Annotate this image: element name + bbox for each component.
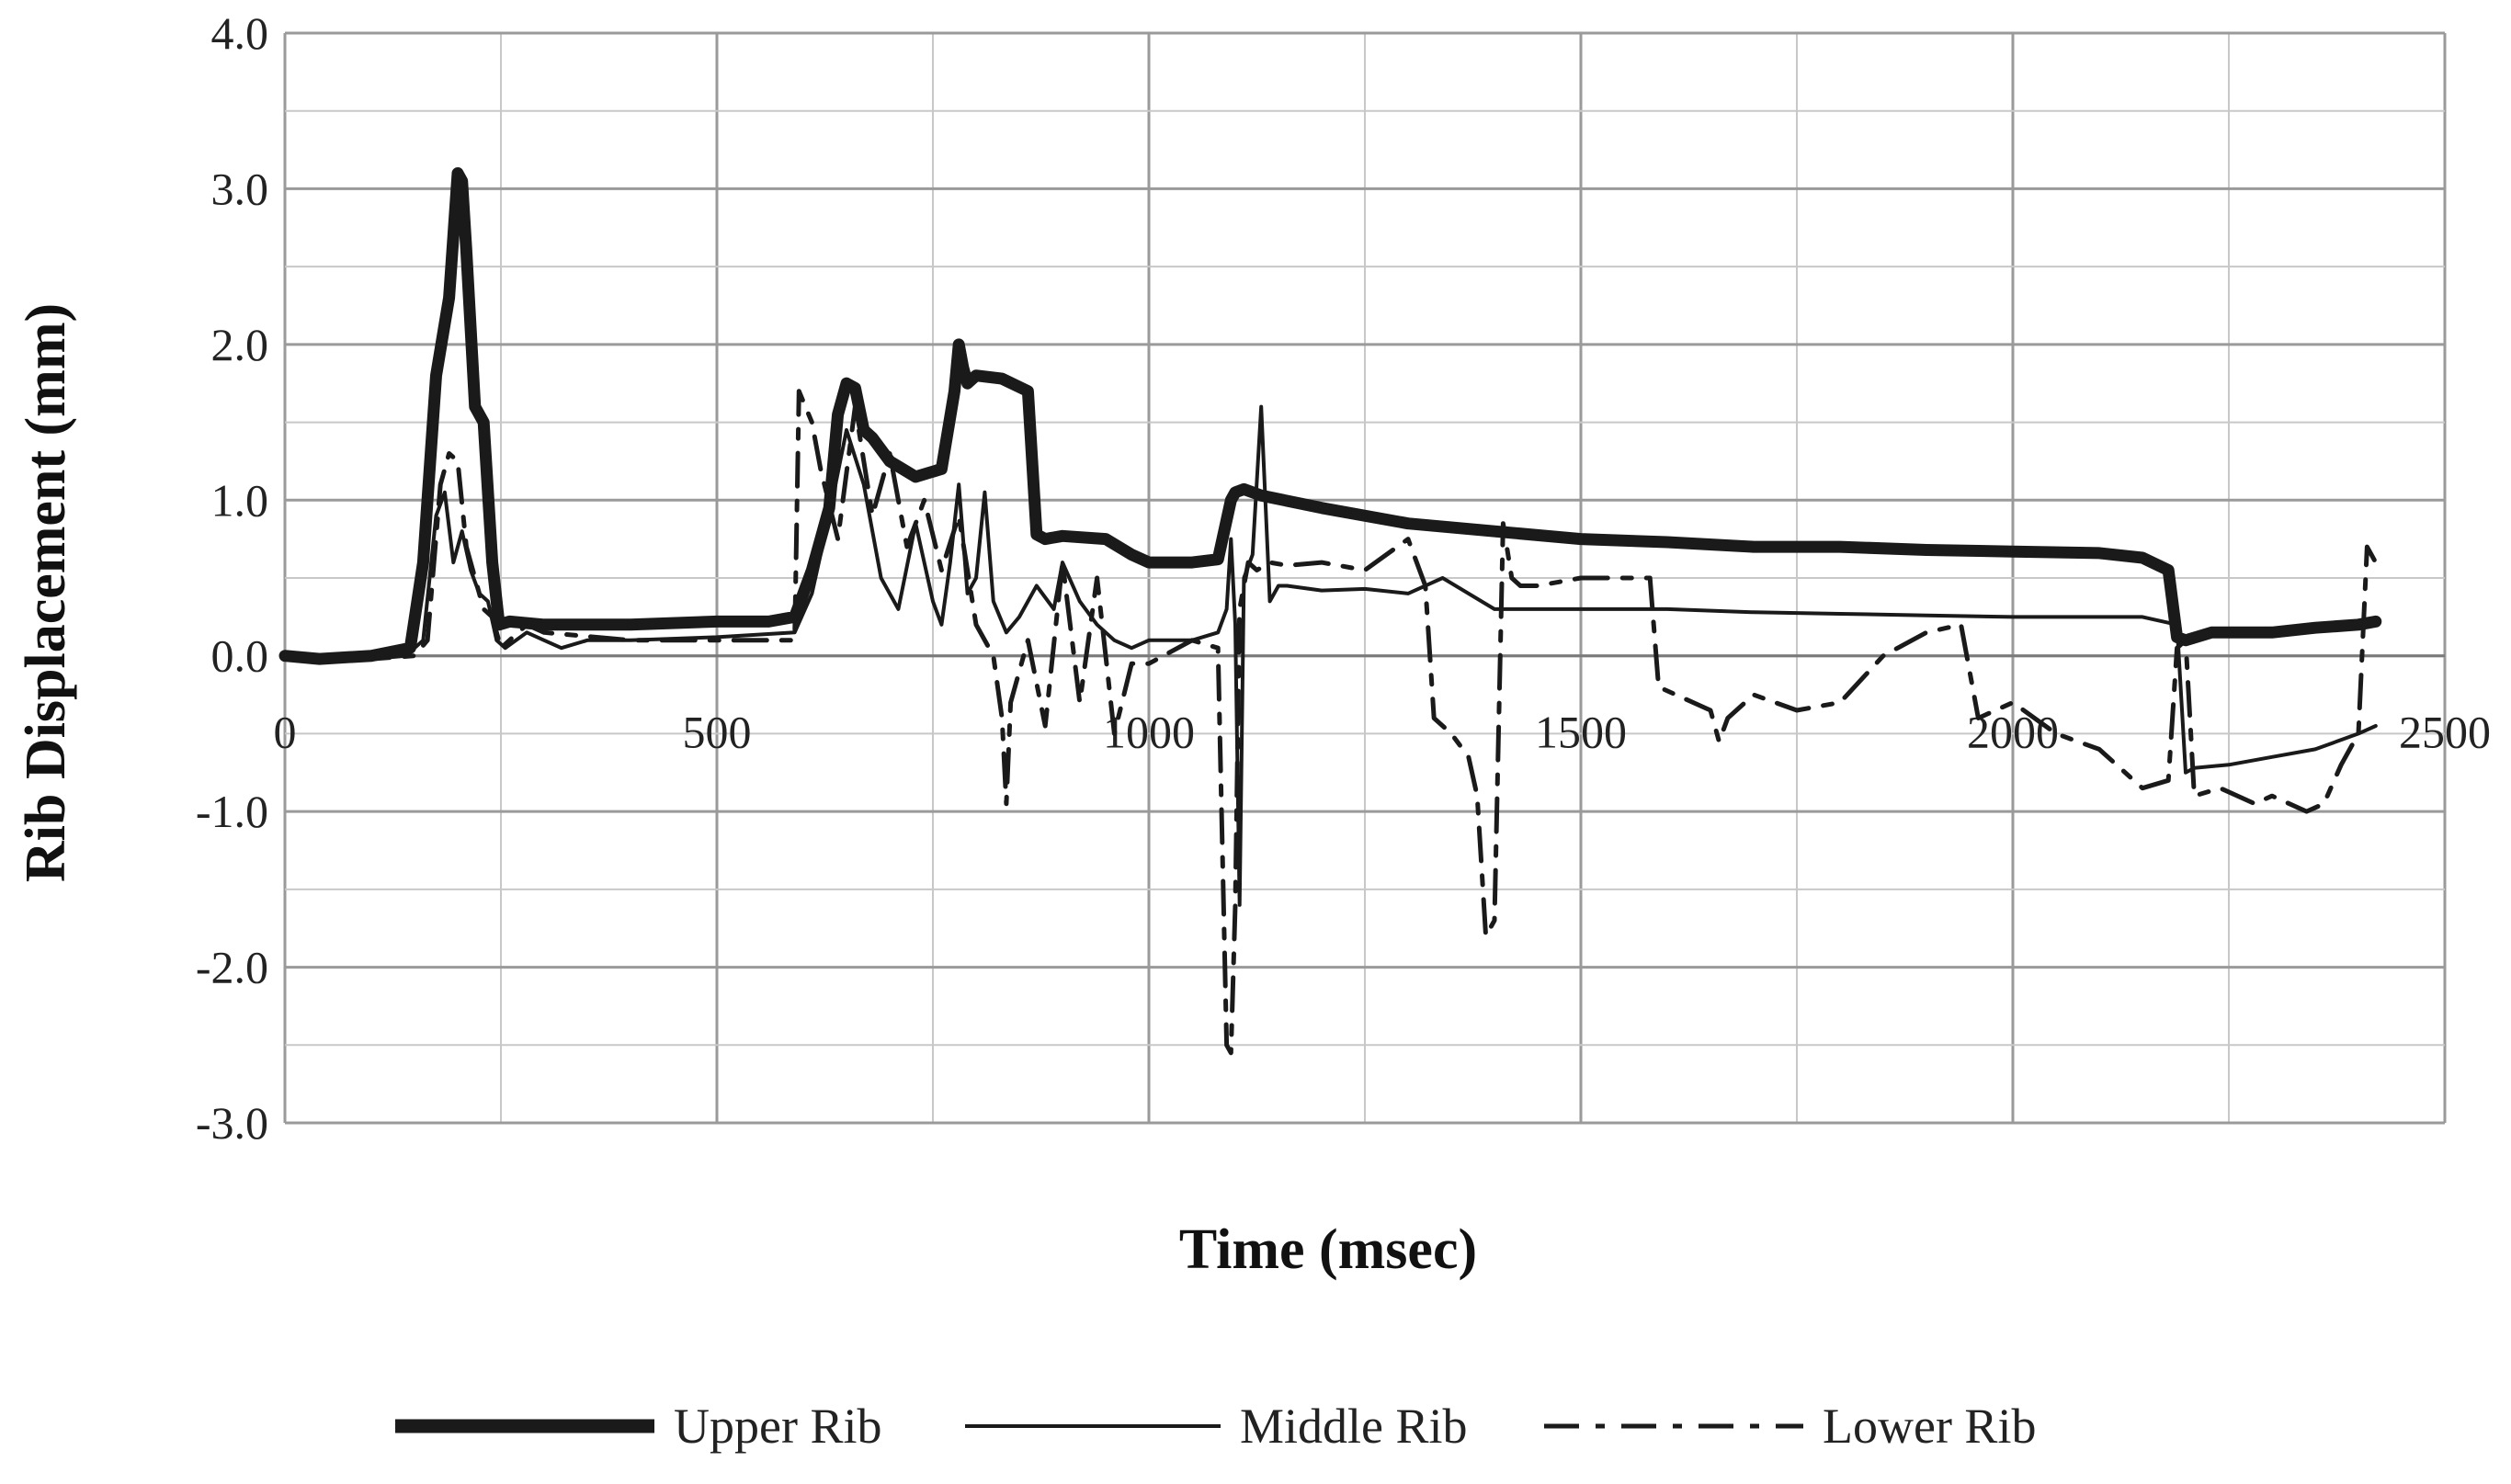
y-tick-label: -3.0	[196, 1097, 268, 1149]
x-axis-title: Time (msec)	[1179, 1218, 1477, 1281]
y-tick-label: 4.0	[211, 7, 269, 59]
legend-label-middle-rib: Middle Rib	[1240, 1399, 1468, 1454]
tick-labels: -3.0-2.0-1.00.01.02.03.04.00 500 1000 1500 2…	[196, 7, 2491, 1149]
y-tick-label: -1.0	[196, 786, 268, 837]
legend-label-lower-rib: Lower Rib	[1823, 1399, 2036, 1454]
y-tick-label: 3.0	[211, 163, 269, 214]
y-tick-label: 1.0	[211, 474, 269, 526]
grid	[283, 31, 2447, 1125]
legend-label-upper-rib: Upper Rib	[674, 1399, 881, 1454]
y-tick-label: 0.0	[211, 630, 269, 682]
y-tick-label: -2.0	[196, 942, 268, 993]
y-axis-title: Rib Displacement (mm)	[15, 303, 77, 882]
x-tick-label: 2500	[2399, 707, 2491, 758]
legend: Upper Rib Middle Rib Lower Rib	[395, 1399, 2036, 1454]
x-tick-label: 0	[274, 707, 297, 758]
x-tick-label: 2000	[1967, 707, 2059, 758]
y-tick-label: 2.0	[211, 319, 269, 370]
series-line-lower-rib	[282, 389, 2379, 1056]
series-line-upper-rib	[278, 167, 2382, 665]
x-tick-label: 500	[683, 707, 752, 758]
x-tick-label: 1500	[1535, 707, 1627, 758]
series-lines	[278, 167, 2382, 1056]
